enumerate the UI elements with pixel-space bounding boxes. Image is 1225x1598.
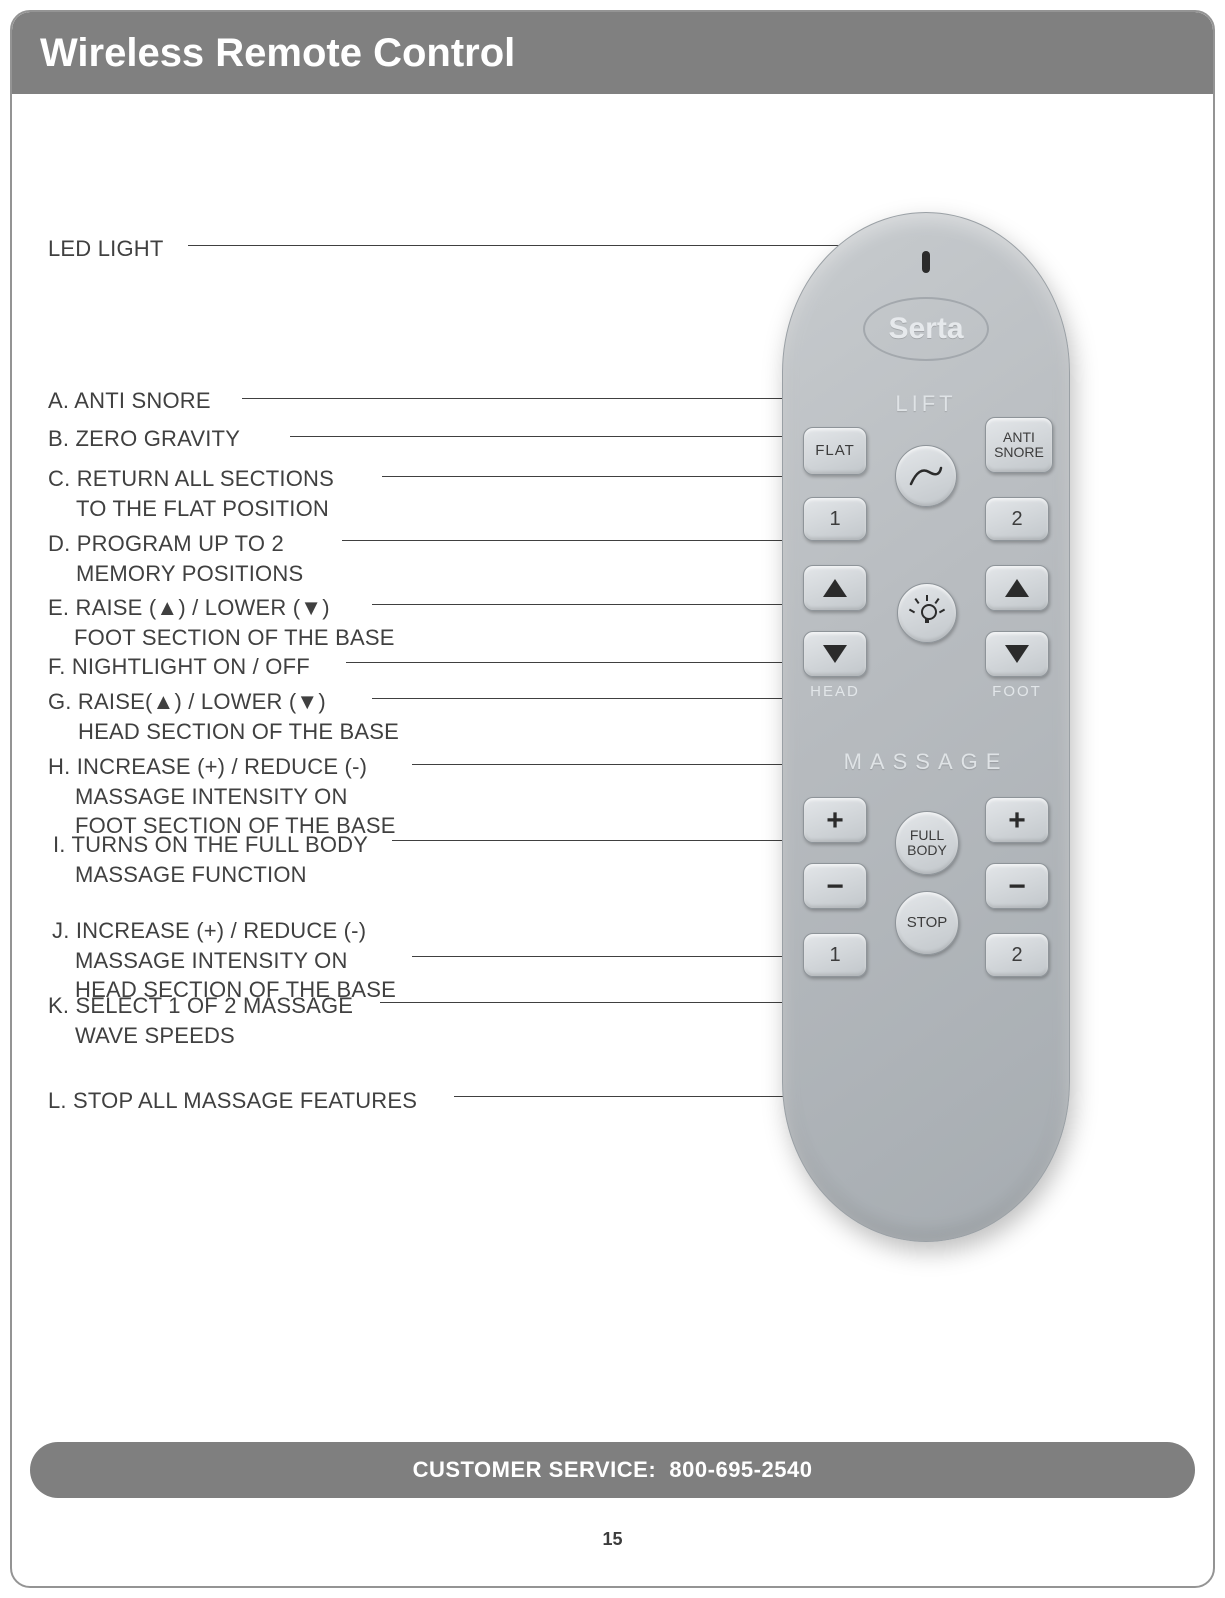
leader-led — [188, 245, 922, 246]
label-g-line2: HEAD SECTION OF THE BASE — [48, 719, 399, 744]
head-massage-minus-button[interactable]: − — [803, 863, 867, 909]
remote-body: Serta LIFT FLAT ANTISNORE 1 2 — [782, 212, 1070, 1242]
minus-icon: − — [1008, 870, 1026, 903]
triangle-up-icon — [823, 579, 847, 597]
leader-j — [412, 956, 822, 957]
leader-g — [372, 698, 820, 699]
foot-massage-plus-button[interactable]: + — [985, 797, 1049, 843]
label-c-line2: TO THE FLAT POSITION — [48, 496, 329, 521]
label-l: L. STOP ALL MASSAGE FEATURES — [48, 1086, 417, 1116]
page-title: Wireless Remote Control — [40, 31, 515, 76]
zero-gravity-button[interactable] — [895, 445, 957, 507]
label-b: B. ZERO GRAVITY — [48, 424, 240, 454]
head-raise-button[interactable] — [803, 565, 867, 611]
anti-snore-line2: SNORE — [994, 444, 1044, 460]
label-k: K. SELECT 1 OF 2 MASSAGE WAVE SPEEDS — [48, 991, 353, 1050]
leader-d — [342, 540, 812, 541]
leader-k — [380, 1002, 816, 1003]
label-e-line2: FOOT SECTION OF THE BASE — [48, 625, 395, 650]
label-e: E. RAISE (▲) / LOWER (▼) FOOT SECTION OF… — [48, 593, 395, 652]
anti-snore-line1: ANTI — [1003, 429, 1035, 445]
label-i-line1: I. TURNS ON THE FULL BODY — [48, 832, 368, 857]
full-body-line2: BODY — [907, 842, 947, 858]
label-h-line1: H. INCREASE (+) / REDUCE (-) — [48, 754, 367, 779]
memory-1-button[interactable]: 1 — [803, 497, 867, 541]
foot-lower-button[interactable] — [985, 631, 1049, 677]
led-light-icon — [922, 251, 930, 273]
customer-service-phone: 800-695-2540 — [669, 1457, 812, 1482]
plus-icon: + — [1008, 804, 1026, 837]
lift-section-label: LIFT — [783, 391, 1069, 417]
anti-snore-button[interactable]: ANTISNORE — [985, 417, 1053, 473]
label-d-line1: D. PROGRAM UP TO 2 — [48, 531, 284, 556]
page-header: Wireless Remote Control — [12, 12, 1213, 94]
label-e-line1: E. RAISE (▲) / LOWER (▼) — [48, 595, 330, 620]
label-h: H. INCREASE (+) / REDUCE (-) MASSAGE INT… — [48, 752, 396, 841]
nightlight-button[interactable] — [897, 583, 957, 643]
label-g: G. RAISE(▲) / LOWER (▼) HEAD SECTION OF … — [48, 687, 399, 746]
memory-2-button[interactable]: 2 — [985, 497, 1049, 541]
lightbulb-icon — [914, 600, 940, 626]
massage-wave-1-button[interactable]: 1 — [803, 933, 867, 977]
brand-text: Serta — [888, 312, 963, 346]
full-body-button[interactable]: FULLBODY — [895, 811, 959, 875]
label-k-line1: K. SELECT 1 OF 2 MASSAGE — [48, 993, 353, 1018]
zero-gravity-icon — [909, 464, 943, 488]
content-area: LED LIGHT A. ANTI SNORE B. ZERO GRAVITY … — [12, 94, 1213, 1586]
label-c-line1: C. RETURN ALL SECTIONS — [48, 466, 334, 491]
flat-button[interactable]: FLAT — [803, 427, 867, 475]
customer-service-text: CUSTOMER SERVICE: 800-695-2540 — [413, 1457, 813, 1483]
label-g-line1: G. RAISE(▲) / LOWER (▼) — [48, 689, 326, 714]
triangle-up-icon — [1005, 579, 1029, 597]
label-f: F. NIGHTLIGHT ON / OFF — [48, 652, 310, 682]
label-i: I. TURNS ON THE FULL BODY MASSAGE FUNCTI… — [48, 830, 368, 889]
label-led: LED LIGHT — [48, 234, 164, 264]
triangle-down-icon — [1005, 645, 1029, 663]
full-body-line1: FULL — [910, 827, 944, 843]
minus-icon: − — [826, 870, 844, 903]
page-number: 15 — [12, 1529, 1213, 1550]
brand-logo: Serta — [863, 297, 989, 361]
label-c: C. RETURN ALL SECTIONS TO THE FLAT POSIT… — [48, 464, 334, 523]
label-d-line2: MEMORY POSITIONS — [48, 561, 303, 586]
triangle-down-icon — [823, 645, 847, 663]
customer-service-label: CUSTOMER SERVICE: — [413, 1457, 657, 1482]
leader-c — [382, 476, 816, 477]
label-j-line2: MASSAGE INTENSITY ON — [48, 948, 348, 973]
foot-raise-button[interactable] — [985, 565, 1049, 611]
label-k-line2: WAVE SPEEDS — [48, 1023, 235, 1048]
head-lower-button[interactable] — [803, 631, 867, 677]
foot-massage-minus-button[interactable]: − — [985, 863, 1049, 909]
label-a: A. ANTI SNORE — [48, 386, 211, 416]
footer-bar: CUSTOMER SERVICE: 800-695-2540 — [30, 1442, 1195, 1498]
massage-wave-2-button[interactable]: 2 — [985, 933, 1049, 977]
label-h-line2: MASSAGE INTENSITY ON — [48, 784, 348, 809]
label-j-line1: J. INCREASE (+) / REDUCE (-) — [48, 918, 366, 943]
head-sub-label: HEAD — [803, 683, 867, 700]
massage-section-label: MASSAGE — [783, 749, 1069, 775]
foot-sub-label: FOOT — [985, 683, 1049, 700]
label-i-line2: MASSAGE FUNCTION — [48, 862, 307, 887]
page-frame: Wireless Remote Control LED LIGHT A. ANT… — [10, 10, 1215, 1588]
label-d: D. PROGRAM UP TO 2 MEMORY POSITIONS — [48, 529, 303, 588]
plus-icon: + — [826, 804, 844, 837]
head-massage-plus-button[interactable]: + — [803, 797, 867, 843]
stop-button[interactable]: STOP — [895, 891, 959, 955]
